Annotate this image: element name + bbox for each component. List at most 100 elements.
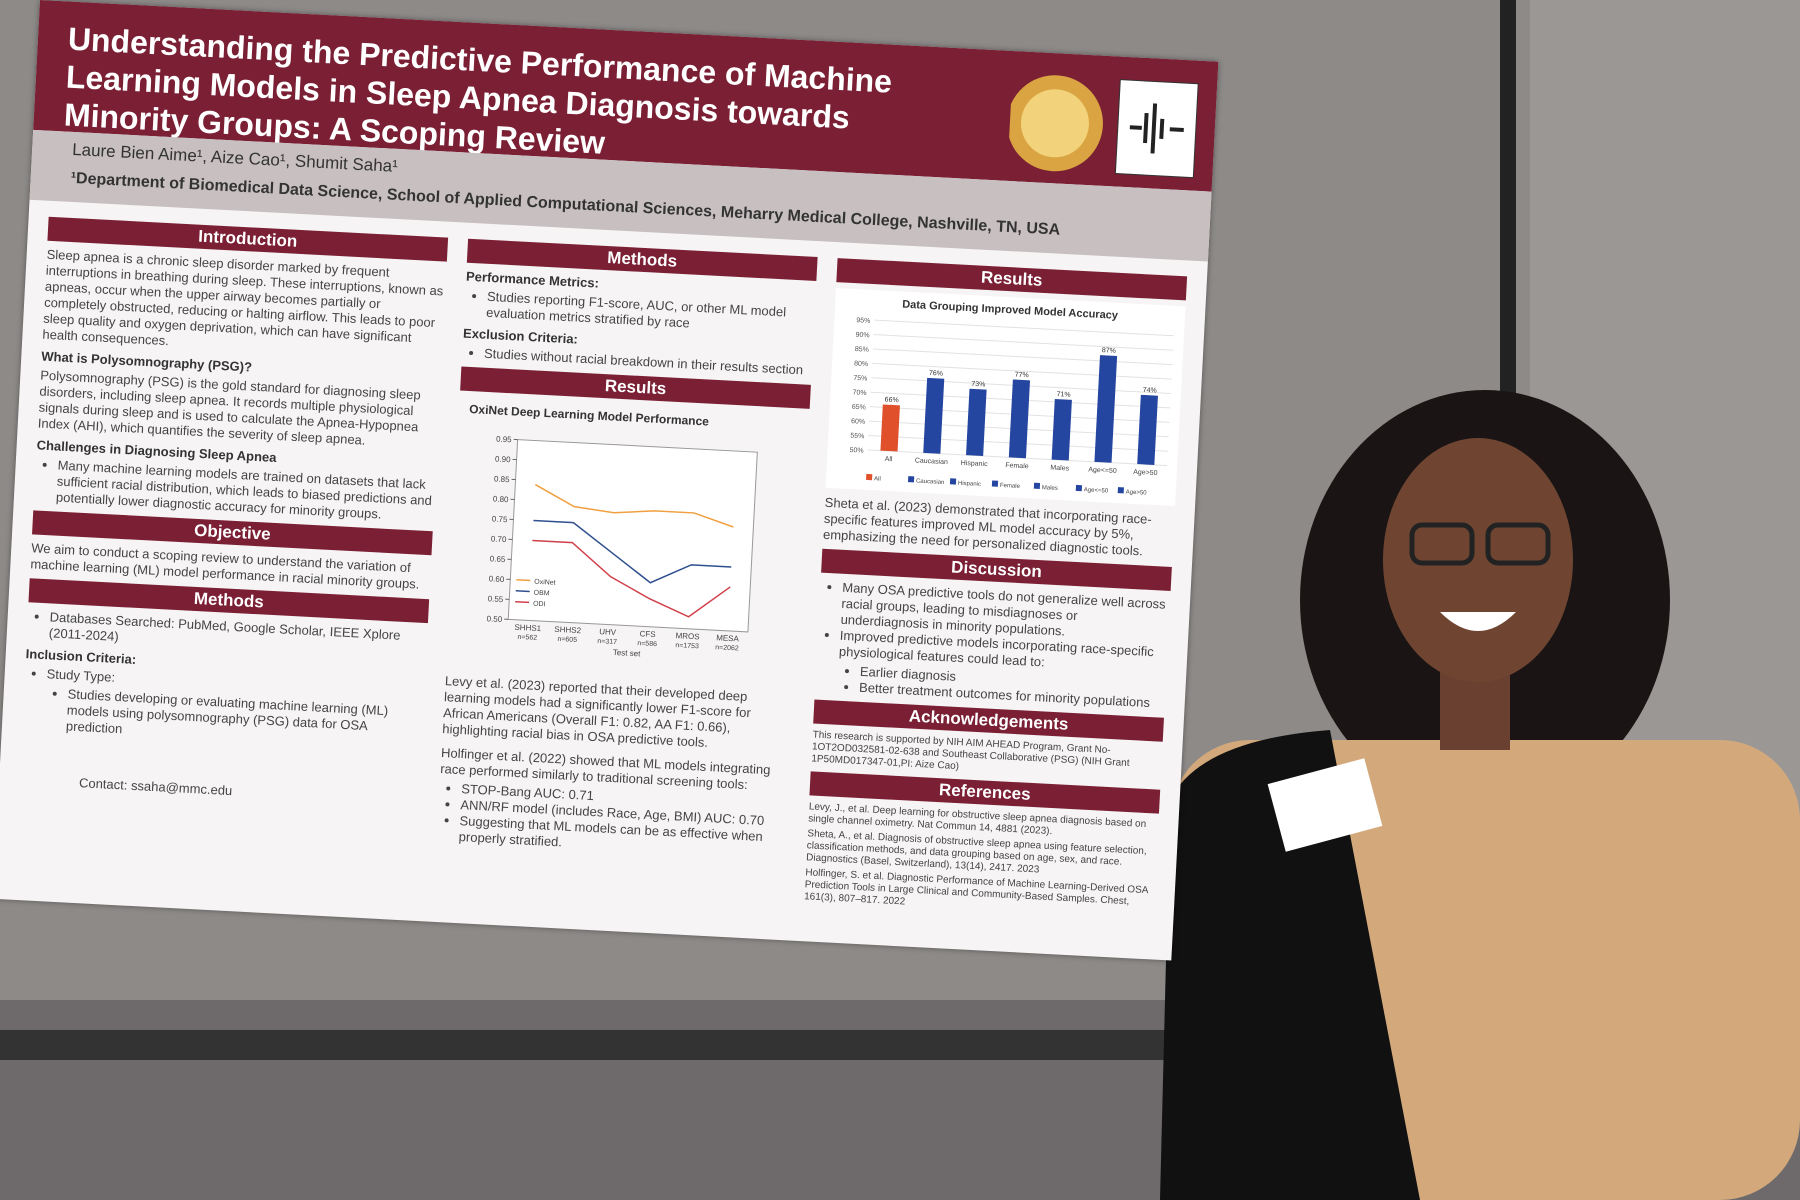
glasses-left — [1409, 522, 1475, 566]
legend-label: Caucasian — [916, 479, 945, 486]
list: Many OSA predictive tools do not general… — [817, 579, 1171, 677]
grid-line — [874, 319, 1175, 337]
x-tick-label: Males — [1050, 465, 1070, 473]
bar — [1094, 355, 1118, 463]
x-tick-size: n=562 — [517, 634, 537, 642]
x-tick-label: MESA — [716, 633, 740, 643]
x-tick-label: Age>50 — [1133, 469, 1158, 477]
legend-swatch — [949, 478, 957, 485]
wave-icon — [1129, 103, 1184, 154]
x-tick-size: n=586 — [637, 640, 657, 648]
bar — [1137, 394, 1158, 465]
legend-swatch — [515, 600, 530, 604]
x-tick-label: Hispanic — [961, 460, 989, 468]
wave-logo — [1114, 79, 1199, 179]
board-base — [0, 1030, 1300, 1060]
reference-list: Levy, J., et al. Deep learning for obstr… — [804, 801, 1159, 921]
legend-swatch — [1033, 482, 1041, 489]
x-tick-label: UHV — [599, 627, 617, 637]
y-tick-label: 75% — [853, 375, 867, 383]
legend-swatch — [516, 578, 531, 582]
right-column: Results Data Grouping Improved Model Acc… — [804, 252, 1188, 924]
poster: Understanding the Predictive Performance… — [0, 0, 1218, 961]
x-tick-size: n=1753 — [675, 642, 699, 650]
y-tick-label: 80% — [854, 360, 868, 368]
bar — [880, 404, 900, 452]
legend-label: Age>50 — [1126, 490, 1148, 497]
y-tick-label: 0.65 — [490, 554, 507, 564]
legend-label: Hispanic — [958, 481, 981, 488]
grid-line — [873, 334, 1174, 351]
value-label: 74% — [1142, 387, 1156, 395]
x-axis-label: Test set — [613, 648, 642, 658]
seal-inner — [1020, 89, 1089, 158]
legend-label: Males — [1042, 485, 1058, 492]
value-label: 71% — [1056, 391, 1070, 399]
x-tick-label: CFS — [639, 629, 655, 639]
y-tick-label: 0.90 — [495, 454, 512, 464]
y-tick-label: 90% — [855, 332, 869, 340]
x-tick-size: n=2062 — [715, 644, 739, 652]
legend-label: ODI — [533, 601, 546, 609]
glasses-right — [1485, 522, 1551, 566]
logos — [1007, 75, 1199, 179]
plot-area — [507, 439, 758, 633]
y-tick-label: 95% — [856, 317, 870, 325]
y-tick-label: 60% — [851, 418, 865, 426]
chart-title: OxiNet Deep Learning Model Performance — [469, 402, 710, 429]
x-tick-label: Female — [1005, 462, 1029, 470]
value-label: 87% — [1102, 347, 1116, 355]
x-tick-label: Caucasian — [915, 457, 949, 466]
x-tick-size: n=317 — [597, 638, 617, 646]
value-label: 73% — [971, 381, 985, 389]
chart-title: Data Grouping Improved Model Accuracy — [902, 299, 1119, 322]
value-label: 66% — [884, 397, 898, 405]
legend-label: Female — [1000, 483, 1021, 490]
x-tick-label: SHHS2 — [554, 625, 582, 635]
bar-chart: Data Grouping Improved Model Accuracy 50%… — [825, 288, 1186, 507]
x-tick-label: All — [884, 456, 893, 463]
smile — [1440, 612, 1516, 631]
y-tick-label: 50% — [849, 447, 863, 455]
x-tick-label: MROS — [675, 631, 699, 641]
legend-label: OBM — [533, 590, 549, 598]
y-tick-label: 65% — [852, 404, 866, 412]
y-tick-label: 0.50 — [486, 614, 503, 624]
y-tick-label: 0.95 — [496, 434, 513, 444]
bar — [1051, 398, 1072, 461]
bar — [966, 388, 987, 456]
y-tick-label: 0.75 — [492, 514, 509, 524]
line — [532, 539, 731, 618]
left-column: Introduction Sleep apnea is a chronic sl… — [19, 211, 449, 812]
y-tick-label: 85% — [855, 346, 869, 354]
x-tick-label: Age<=50 — [1088, 467, 1117, 475]
x-tick-label: SHHS1 — [514, 623, 542, 633]
contact: Contact: ssaha@mmc.edu — [78, 775, 233, 799]
legend-swatch — [866, 473, 873, 481]
legend-swatch — [907, 476, 915, 483]
y-tick-label: 0.85 — [494, 474, 511, 484]
bar — [923, 377, 945, 454]
value-label: 77% — [1015, 372, 1029, 380]
y-tick-label: 0.60 — [489, 574, 506, 584]
legend-label: All — [874, 476, 881, 482]
legend-swatch — [515, 589, 530, 593]
y-tick-label: 70% — [852, 389, 866, 397]
value-label: 76% — [929, 370, 943, 378]
paragraph: Levy et al. (2023) reported that their d… — [442, 673, 752, 750]
grid-line — [872, 348, 1173, 366]
legend-swatch — [991, 480, 999, 487]
middle-column: Methods Performance Metrics: Studies rep… — [436, 233, 818, 865]
bar — [1008, 379, 1031, 459]
y-tick-label: 0.70 — [491, 534, 508, 544]
legend-swatch — [1075, 484, 1083, 492]
grid-line — [872, 362, 1172, 380]
y-tick-label: 0.55 — [487, 594, 504, 604]
cardigan — [1160, 730, 1420, 1200]
board-pole — [1500, 0, 1516, 430]
name-badge — [1267, 758, 1383, 852]
x-tick-size: n=605 — [557, 636, 577, 644]
y-tick-label: 55% — [850, 433, 864, 441]
